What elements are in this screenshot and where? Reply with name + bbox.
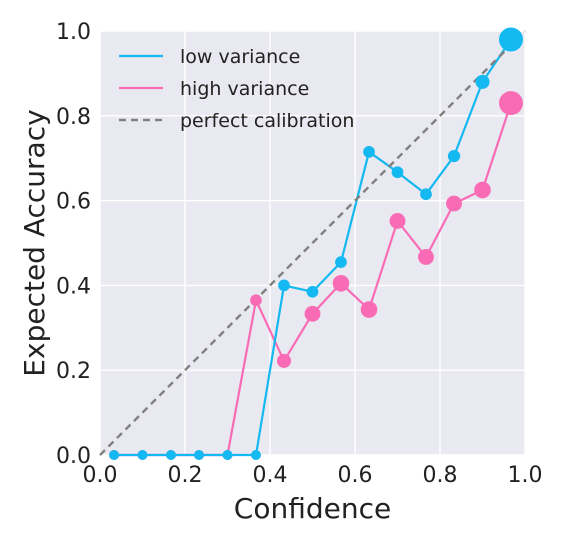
high-variance-point xyxy=(277,353,292,368)
low-variance-point xyxy=(335,256,347,268)
y-tick-label: 0.0 xyxy=(56,444,91,469)
high-variance-point xyxy=(332,274,350,292)
x-axis-label: Confidence xyxy=(234,492,391,525)
high-variance-point xyxy=(389,213,406,229)
y-tick-label: 0.2 xyxy=(56,359,91,384)
high-variance-point xyxy=(474,181,491,199)
low-variance-point xyxy=(194,449,205,461)
y-tick-label: 0.4 xyxy=(56,274,91,299)
y-tick-label: 0.8 xyxy=(56,105,91,130)
x-tick-label: 0.0 xyxy=(83,463,118,488)
low-variance-point xyxy=(391,166,404,179)
high-variance-point xyxy=(498,91,523,116)
low-variance-point xyxy=(109,449,120,461)
low-variance-point xyxy=(447,149,461,163)
x-tick-label: 0.6 xyxy=(338,463,373,488)
y-tick-label: 0.6 xyxy=(56,190,91,215)
x-tick-label: 0.4 xyxy=(253,463,288,488)
y-tick-label: 1.0 xyxy=(56,20,91,45)
low-variance-point xyxy=(420,188,432,201)
legend: low variance high variance perfect calibra… xyxy=(119,46,354,132)
high-variance-point xyxy=(304,305,321,322)
perfect-calibration-line xyxy=(99,30,526,456)
series-layer xyxy=(99,27,526,461)
y-axis-label: Expected Accuracy xyxy=(18,109,51,376)
high-variance-point xyxy=(360,301,378,318)
high-variance-point xyxy=(446,195,462,212)
tick-labels: 0.0 0.2 0.4 0.6 0.8 1.0 0.0 0.2 0.4 0.6 0.8 1.0 xyxy=(56,20,543,488)
low-variance-point xyxy=(363,145,375,158)
low-variance-point xyxy=(306,285,319,298)
low-variance-point xyxy=(250,449,261,461)
x-tick-label: 1.0 xyxy=(508,463,543,488)
legend-label: perfect calibration xyxy=(180,110,354,132)
high-variance-point xyxy=(250,294,262,307)
low-variance-point xyxy=(137,449,148,461)
low-variance-point xyxy=(475,74,490,89)
x-tick-label: 0.8 xyxy=(423,463,458,488)
low-variance-point xyxy=(165,449,176,461)
legend-label: high variance xyxy=(180,78,309,100)
legend-label: low variance xyxy=(180,46,300,68)
low-variance-point xyxy=(278,279,290,292)
low-variance-point xyxy=(498,27,523,52)
low-variance-point xyxy=(222,449,233,461)
x-tick-label: 0.2 xyxy=(168,463,203,488)
high-variance-point xyxy=(418,249,434,265)
